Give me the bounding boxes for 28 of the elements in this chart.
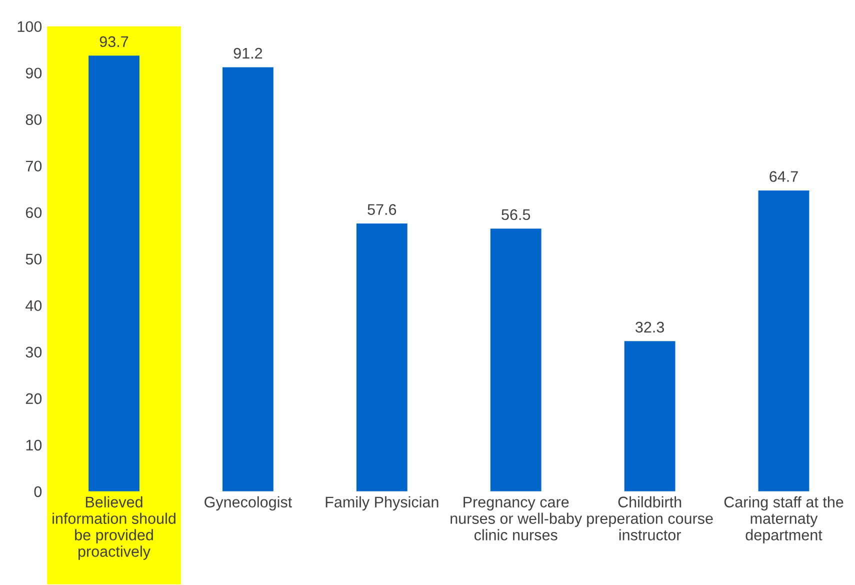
x-tick-label: Childbirth preperation course instructor [587, 496, 713, 540]
data-label: 32.3 [636, 322, 664, 333]
x-tick-label: Pregnancy care nurses or well-baby clinic nurses [450, 496, 582, 540]
bar [490, 228, 542, 492]
y-tick-label: 30 [26, 346, 42, 358]
data-label: 64.7 [770, 171, 798, 182]
y-tick-label: 50 [26, 254, 42, 265]
y-tick-label: 80 [26, 114, 42, 126]
y-tick-label: 10 [26, 440, 42, 451]
y-tick-label: 20 [26, 393, 42, 404]
data-label: 56.5 [502, 209, 530, 220]
x-tick-label: Family Physician [326, 496, 438, 511]
y-tick-label: 40 [26, 300, 42, 312]
data-label: 91.2 [234, 48, 262, 59]
y-tick-label: 0 [34, 486, 42, 498]
y-tick-label: 60 [26, 207, 42, 218]
y-tick-label: 100 [18, 21, 42, 32]
bar [624, 341, 676, 492]
y-tick-label: 90 [26, 68, 42, 79]
data-label: 57.6 [368, 204, 396, 215]
bar [356, 224, 408, 492]
y-tick-label: 70 [26, 160, 42, 172]
x-tick-label: Gynecologist [204, 496, 292, 511]
x-tick-label: Believed information should be provided proactively [52, 496, 176, 560]
bar [222, 67, 274, 492]
bar [758, 190, 810, 492]
data-label: 93.7 [100, 36, 128, 48]
x-tick-label: Caring staff at the maternaty department [724, 496, 844, 544]
